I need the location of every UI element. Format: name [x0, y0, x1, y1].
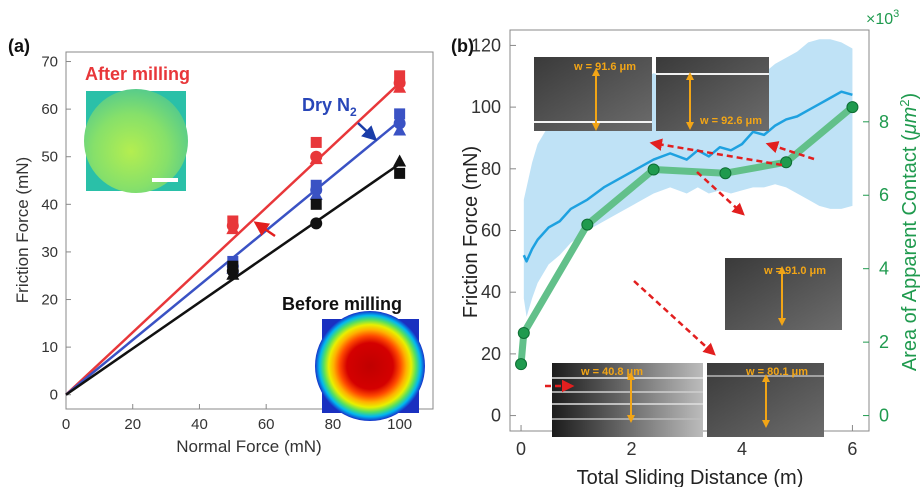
sem-inset-4: w = 40.8 μm — [552, 363, 703, 437]
right-y-tick-label: 0 — [879, 406, 889, 426]
y-tick-label: 120 — [471, 35, 501, 55]
contact-area-marker — [647, 163, 660, 176]
multiplier-exponent: 3 — [893, 8, 899, 20]
data-point-square — [394, 167, 406, 179]
before-milling-label: Before milling — [282, 294, 402, 314]
panel-a-ticks: 0 20 40 60 80 100 0 10 20 30 40 50 60 70 — [41, 54, 412, 433]
y-tick-label: 0 — [50, 387, 58, 404]
width-label: w = 40.8 μm — [580, 366, 643, 378]
dry-n2-label: Dry N2 — [302, 95, 357, 119]
panel-b-label: (b) — [451, 36, 474, 56]
right-axis-multiplier: ×103 — [866, 8, 899, 28]
pointer-arrow — [649, 138, 783, 167]
pointer-arrow — [633, 280, 716, 356]
data-point-square — [394, 108, 406, 120]
panel-a-axes-box — [65, 51, 434, 410]
fit-line — [65, 82, 401, 396]
pointer-arrow — [696, 171, 745, 216]
before-milling-contact-map — [315, 311, 425, 421]
data-point-triangle — [309, 152, 323, 165]
right-axis-label-exponent: 2 — [897, 100, 912, 107]
x-tick-label: 2 — [626, 439, 636, 459]
contact-area-marker — [719, 167, 732, 180]
y-tick-label: 0 — [491, 406, 501, 426]
data-point-circle — [310, 217, 323, 230]
x-tick-label: 6 — [847, 439, 857, 459]
dry-n2-subscript: 2 — [350, 105, 357, 119]
y-tick-label: 60 — [481, 221, 501, 241]
data-point-circle — [393, 117, 406, 130]
x-tick-label: 4 — [737, 439, 747, 459]
y-tick-label: 20 — [41, 292, 58, 309]
width-label: w = 91.6 μm — [573, 61, 636, 73]
panel-a: (a) 0 20 40 60 80 100 0 10 20 30 40 50 60 70 Normal F… — [8, 36, 434, 456]
data-point-triangle — [309, 187, 323, 200]
shift-arrow-blue — [357, 122, 378, 142]
right-y-tick-label: 6 — [879, 185, 889, 205]
sem-image — [656, 57, 769, 131]
x-tick-label: 20 — [124, 416, 141, 433]
y-tick-label: 10 — [41, 339, 58, 356]
x-tick-label: 40 — [191, 416, 208, 433]
width-label: w = 91.0 μm — [763, 265, 826, 277]
panel-b-right-axis-label: Area of Apparent Contact (μm2) — [897, 93, 921, 371]
sem-inset-5: w = 80.1 μm — [707, 363, 824, 437]
y-tick-label: 60 — [41, 101, 58, 118]
right-y-tick-label: 4 — [879, 259, 889, 279]
y-tick-label: 100 — [471, 97, 501, 117]
right-axis-label-unit: μm — [899, 107, 921, 136]
width-label: w = 92.6 μm — [699, 115, 762, 127]
y-tick-label: 20 — [481, 344, 501, 364]
shift-arrow-red — [253, 221, 276, 238]
right-axis-label-suffix: ) — [899, 93, 921, 100]
dry-n2-text: Dry N — [302, 95, 350, 115]
y-tick-label: 50 — [41, 149, 58, 166]
data-point-triangle — [226, 267, 240, 280]
x-tick-label: 0 — [516, 439, 526, 459]
x-tick-label: 0 — [62, 416, 70, 433]
y-tick-label: 70 — [41, 54, 58, 71]
sem-inset-2: w = 92.6 μm — [656, 57, 769, 131]
data-point-triangle — [393, 80, 407, 93]
data-point-square — [310, 198, 322, 210]
contact-area-marker — [780, 156, 793, 169]
x-tick-label: 100 — [387, 416, 412, 433]
data-point-square — [310, 136, 322, 148]
panel-b-x-axis-label: Total Sliding Distance (m) — [577, 467, 804, 487]
y-tick-label: 80 — [481, 159, 501, 179]
right-y-tick-label: 2 — [879, 332, 889, 352]
width-label: w = 80.1 μm — [745, 366, 808, 378]
panel-a-label: (a) — [8, 36, 30, 56]
contact-area-marker — [581, 218, 594, 231]
panel-a-x-axis-label: Normal Force (mN) — [176, 437, 321, 456]
contact-area-marker — [517, 326, 530, 339]
after-milling-contact-map — [84, 89, 188, 193]
data-point-triangle — [226, 222, 240, 235]
right-y-tick-label: 8 — [879, 112, 889, 132]
data-point-triangle — [393, 123, 407, 136]
sem-inset-1: w = 91.6 μm — [534, 57, 652, 131]
sem-inset-3: w = 91.0 μm — [725, 258, 842, 330]
contact-area-marker — [846, 101, 859, 114]
data-point-square — [394, 70, 406, 82]
multiplier-base: ×10 — [866, 11, 893, 28]
x-tick-label: 80 — [325, 416, 342, 433]
pointer-arrow — [765, 141, 815, 161]
x-tick-label: 60 — [258, 416, 275, 433]
panel-a-plot — [65, 70, 407, 396]
right-axis-label-prefix: Area of Apparent Contact ( — [899, 134, 921, 371]
y-tick-label: 40 — [481, 282, 501, 302]
after-milling-label: After milling — [85, 64, 190, 84]
y-tick-label: 30 — [41, 244, 58, 261]
panel-a-y-axis-label: Friction Force (mN) — [13, 157, 32, 303]
contact-area-marker — [515, 358, 528, 371]
data-point-triangle — [393, 154, 407, 167]
panel-b-y-axis-label: Friction Force (mN) — [460, 146, 482, 318]
y-tick-label: 40 — [41, 196, 58, 213]
